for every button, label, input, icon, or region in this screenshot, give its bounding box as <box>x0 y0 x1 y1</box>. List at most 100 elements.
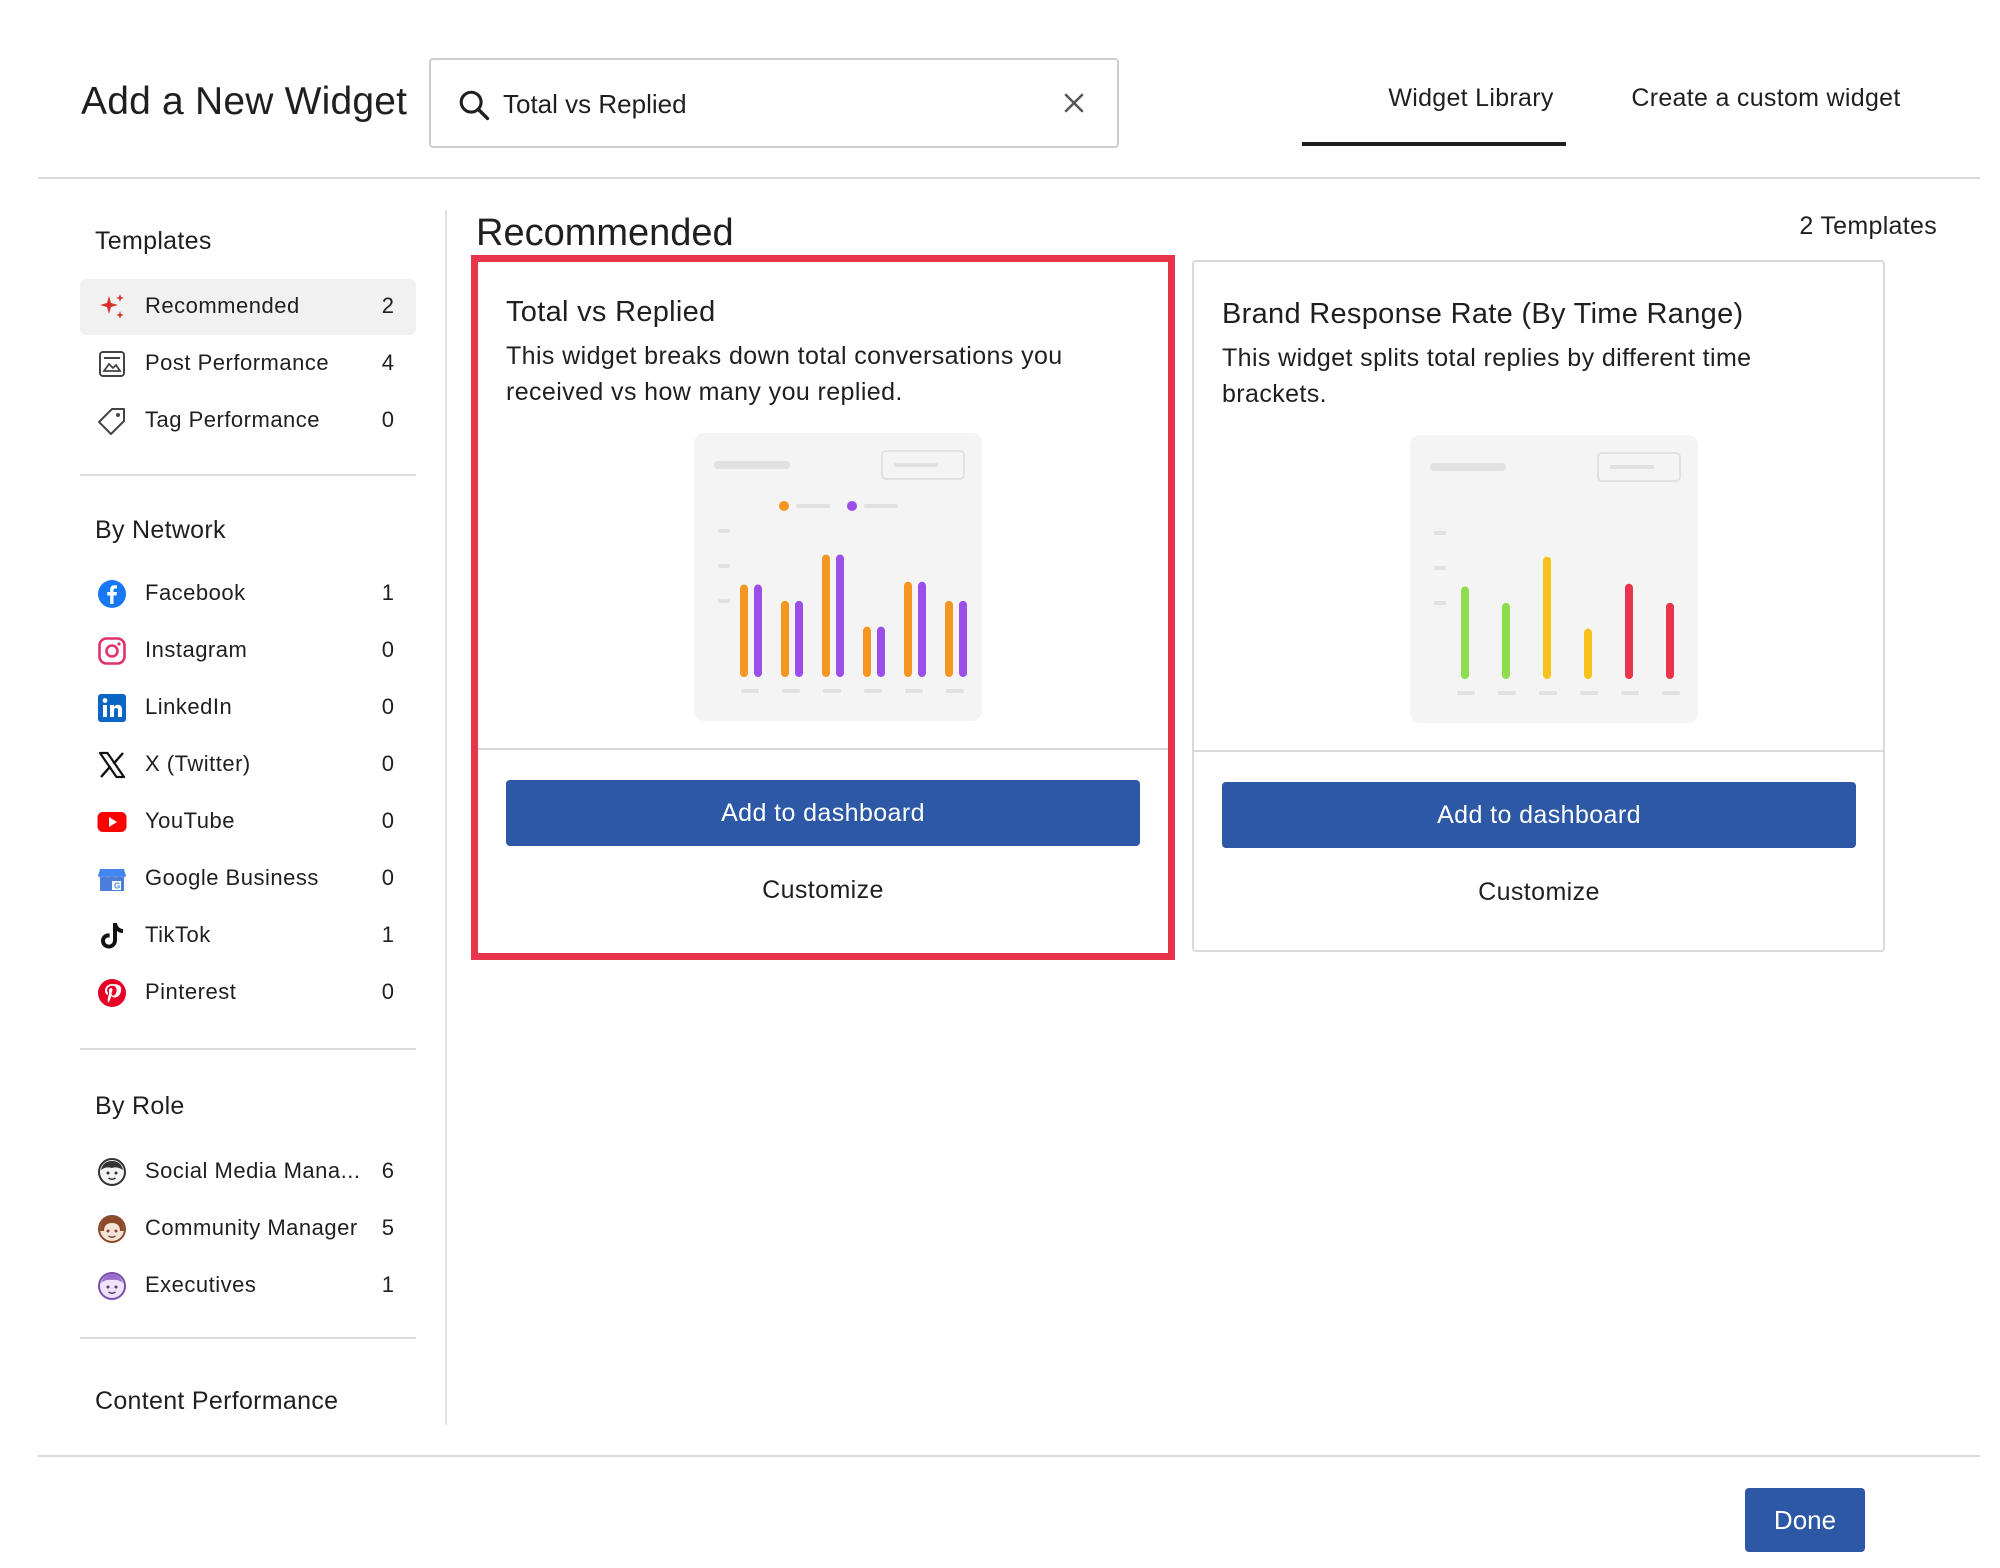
sidebar-item-count: 2 <box>381 293 394 318</box>
tab-create-custom-widget[interactable]: Create a custom widget <box>1631 84 1901 112</box>
youtube-icon <box>97 812 127 832</box>
customize-link[interactable]: Customize <box>1478 878 1600 906</box>
clear-search-icon[interactable] <box>1059 88 1089 118</box>
preview-axis-label <box>1457 691 1475 695</box>
section-title-templates: Templates <box>95 227 212 255</box>
x-twitter-icon <box>98 751 126 779</box>
preview-bar <box>1625 583 1633 679</box>
preview-bar <box>918 581 926 677</box>
section-title-by-network: By Network <box>95 516 226 544</box>
executive-avatar-icon <box>98 1272 126 1300</box>
sidebar-item-label: Pinterest <box>145 979 237 1004</box>
preview-axis-label <box>782 689 800 693</box>
tag-icon <box>98 408 125 435</box>
sidebar-item-facebook[interactable]: Facebook 1 <box>80 566 416 622</box>
preview-legend-label <box>796 504 830 508</box>
sidebar: Templates Recommended 2 Post Performance… <box>80 210 420 1425</box>
template-count: 2 Templates <box>1799 212 1937 240</box>
customize-link[interactable]: Customize <box>762 876 884 904</box>
preview-bar <box>822 554 830 677</box>
sidebar-item-count: 0 <box>381 979 394 1004</box>
sidebar-vertical-divider <box>445 210 447 1425</box>
preview-axis-label <box>864 689 882 693</box>
section-title-by-role: By Role <box>95 1092 185 1120</box>
widget-card-description: This widget splits total replies by diff… <box>1222 344 1752 408</box>
sidebar-divider <box>80 1337 416 1339</box>
sidebar-item-count: 0 <box>381 808 394 833</box>
widget-card-title: Brand Response Rate (By Time Range) <box>1222 298 1744 330</box>
sidebar-item-label: Community Manager <box>145 1215 358 1240</box>
preview-axis-tick <box>718 564 730 568</box>
preview-axis-label <box>741 689 759 693</box>
sidebar-item-instagram[interactable]: Instagram 0 <box>80 623 416 679</box>
svg-text:G: G <box>114 882 120 891</box>
widget-preview-chart <box>694 433 982 721</box>
preview-bar <box>740 584 748 677</box>
sidebar-item-executives[interactable]: Executives 1 <box>80 1258 416 1314</box>
sidebar-item-label: Tag Performance <box>145 407 321 432</box>
add-to-dashboard-button[interactable]: Add to dashboard <box>506 780 1140 846</box>
sidebar-item-youtube[interactable]: YouTube 0 <box>80 794 416 850</box>
sidebar-item-label: Google Business <box>145 865 319 890</box>
preview-bar <box>1543 556 1551 679</box>
search-box[interactable] <box>429 58 1119 148</box>
preview-axis-tick <box>718 599 730 603</box>
search-input[interactable] <box>503 78 1023 130</box>
sidebar-item-label: YouTube <box>145 808 235 833</box>
preview-bar <box>904 581 912 677</box>
sidebar-item-pinterest[interactable]: Pinterest 0 <box>80 965 416 1021</box>
preview-dropdown-placeholder <box>1597 452 1681 482</box>
widget-preview-chart <box>1410 435 1698 723</box>
sidebar-item-count: 0 <box>381 751 394 776</box>
sidebar-item-label: Post Performance <box>145 350 330 375</box>
preview-bar <box>1502 602 1510 679</box>
section-title-content-performance[interactable]: Content Performance <box>95 1387 339 1415</box>
preview-axis-label <box>1539 691 1557 695</box>
preview-title-placeholder <box>1430 463 1506 471</box>
sidebar-item-social-media-manager[interactable]: Social Media Mana... 6 <box>80 1144 416 1200</box>
sidebar-item-count: 0 <box>381 865 394 890</box>
sidebar-item-google-business[interactable]: G Google Business 0 <box>80 851 416 907</box>
preview-bar <box>1666 602 1674 679</box>
preview-dropdown-placeholder <box>881 450 965 480</box>
done-button[interactable]: Done <box>1745 1488 1865 1552</box>
sidebar-item-linkedin[interactable]: LinkedIn 0 <box>80 680 416 736</box>
preview-title-placeholder <box>714 461 790 469</box>
google-business-icon: G <box>98 869 126 891</box>
sidebar-item-count: 0 <box>381 407 394 432</box>
widget-card-description: This widget breaks down total conversati… <box>506 342 1063 406</box>
community-manager-avatar-icon <box>98 1215 126 1243</box>
sidebar-item-x-twitter[interactable]: X (Twitter) 0 <box>80 737 416 793</box>
sidebar-item-label: Social Media Mana... <box>145 1158 361 1183</box>
sidebar-item-label: Facebook <box>145 580 246 605</box>
sidebar-item-tag-performance[interactable]: Tag Performance 0 <box>80 393 416 449</box>
preview-axis-label <box>1662 691 1680 695</box>
preview-legend-label <box>864 504 898 508</box>
facebook-icon <box>98 580 126 608</box>
sidebar-item-community-manager[interactable]: Community Manager 5 <box>80 1201 416 1257</box>
sidebar-divider <box>80 1048 416 1050</box>
preview-bar <box>945 600 953 677</box>
preview-legend-dot <box>779 501 789 511</box>
sidebar-divider <box>80 474 416 476</box>
social-media-manager-avatar-icon <box>98 1158 126 1186</box>
sidebar-item-label: Executives <box>145 1272 257 1297</box>
sidebar-item-count: 5 <box>381 1215 394 1240</box>
sidebar-item-count: 1 <box>381 1272 394 1297</box>
preview-bar <box>836 554 844 677</box>
tab-widget-library[interactable]: Widget Library <box>1388 84 1554 112</box>
sidebar-item-post-performance[interactable]: Post Performance 4 <box>80 336 416 392</box>
widget-card-title: Total vs Replied <box>506 296 716 328</box>
sidebar-item-recommended[interactable]: Recommended 2 <box>80 279 416 335</box>
preview-axis-tick <box>718 529 730 533</box>
active-tab-indicator <box>1302 142 1566 146</box>
page-title: Add a New Widget <box>81 80 408 123</box>
footer-divider <box>38 1455 1980 1457</box>
sidebar-item-tiktok[interactable]: TikTok 1 <box>80 908 416 964</box>
pinterest-icon <box>98 979 126 1007</box>
add-to-dashboard-button[interactable]: Add to dashboard <box>1222 782 1856 848</box>
preview-bar <box>877 626 885 677</box>
header: Add a New Widget Widget Library Create a… <box>38 0 1980 179</box>
sidebar-item-label: Instagram <box>145 637 248 662</box>
sidebar-item-count: 1 <box>381 922 394 947</box>
